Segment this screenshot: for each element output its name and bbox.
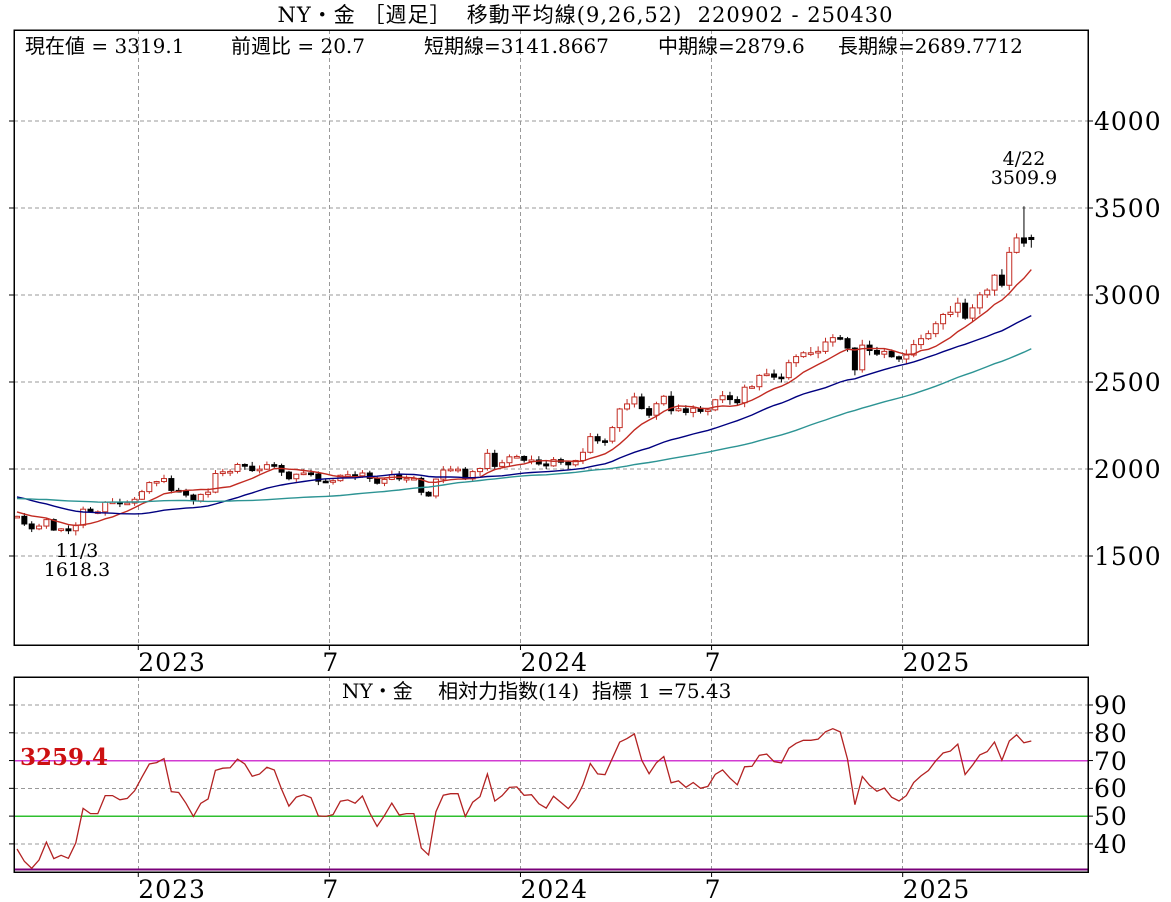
peak-annotation: 4/22 3509.9 xyxy=(969,150,1079,188)
price-y-tick-label: 2000 xyxy=(1094,455,1162,484)
rsi-x-tick-label: 7 xyxy=(322,875,340,902)
price-y-tick-label: 1500 xyxy=(1094,542,1162,571)
price-x-tick-label: 2023 xyxy=(138,648,206,677)
rsi-x-tick-label: 7 xyxy=(704,875,722,902)
info-long-ma: 長期線=2689.7712 xyxy=(838,34,1023,58)
info-current-value: 現在値 = 3319.1 xyxy=(25,34,185,58)
trough-annotation: 11/3 1618.3 xyxy=(27,542,127,580)
price-y-tick-label: 2500 xyxy=(1094,368,1162,397)
rsi-y-tick-label: 80 xyxy=(1094,718,1128,748)
rsi-y-tick-label: 50 xyxy=(1094,802,1128,832)
trough-date: 11/3 xyxy=(55,540,99,562)
info-mid-ma: 中期線=2879.6 xyxy=(658,34,805,58)
rsi-x-tick-label: 2023 xyxy=(138,875,206,902)
price-y-tick-label: 3000 xyxy=(1094,281,1162,310)
peak-date: 4/22 xyxy=(1002,148,1046,170)
info-short-ma: 短期線=3141.8667 xyxy=(424,34,609,58)
rsi-x-tick-label: 2024 xyxy=(520,875,589,902)
peak-value: 3509.9 xyxy=(990,167,1058,189)
price-x-tick-label: 2025 xyxy=(902,648,971,677)
price-y-tick-label: 3500 xyxy=(1094,194,1162,223)
info-prev-week-change: 前週比 = 20.7 xyxy=(231,34,366,58)
price-y-tick-label: 4000 xyxy=(1094,107,1162,136)
rsi-level-price-label: 3259.4 xyxy=(20,744,109,771)
rsi-y-tick-label: 70 xyxy=(1094,746,1128,776)
trough-value: 1618.3 xyxy=(43,559,111,581)
price-chart-title: NY・金 ［週足］ 移動平均線(9,26,52) 220902 - 250430 xyxy=(277,3,894,27)
rsi-x-tick-label: 2025 xyxy=(902,875,971,902)
price-x-tick-label: 7 xyxy=(322,648,340,677)
price-x-tick-label: 2024 xyxy=(520,648,589,677)
rsi-y-tick-label: 40 xyxy=(1094,829,1128,859)
rsi-y-tick-label: 90 xyxy=(1094,691,1128,720)
rsi-panel-title: NY・金 相対力指数(14) 指標 1 =75.43 xyxy=(342,679,732,703)
price-x-tick-label: 7 xyxy=(704,648,722,677)
rsi-y-tick-label: 60 xyxy=(1094,774,1128,804)
